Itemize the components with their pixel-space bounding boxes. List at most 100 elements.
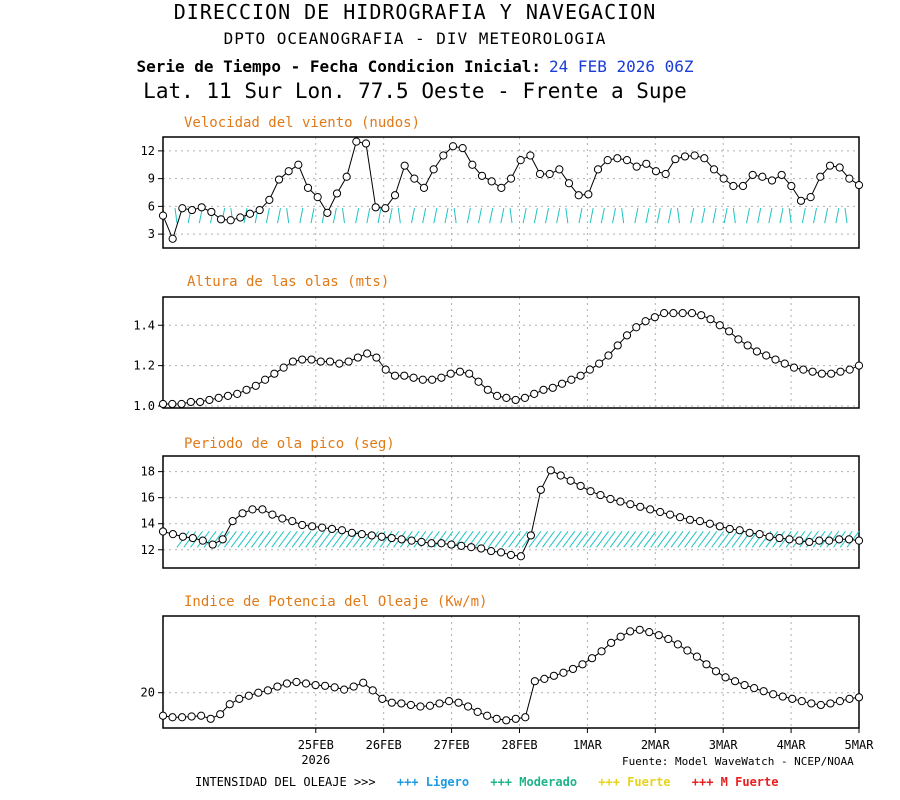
data-point — [557, 379, 567, 388]
data-point — [168, 399, 177, 409]
data-point — [650, 313, 659, 322]
xtick-label: 5MAR — [845, 738, 875, 752]
direction-arrow — [690, 531, 704, 548]
data-point — [263, 686, 272, 695]
data-point — [313, 193, 322, 202]
data-point — [816, 172, 825, 181]
legend-item-moderado: +++ Moderado — [490, 775, 578, 789]
data-point — [158, 711, 168, 720]
data-point — [645, 628, 654, 637]
data-point — [298, 520, 307, 530]
xtick-label: 28FEB — [501, 738, 537, 752]
data-point — [233, 389, 242, 398]
data-point — [651, 167, 661, 176]
data-point — [622, 331, 632, 340]
data-point — [477, 171, 487, 180]
direction-arrow — [174, 208, 178, 224]
xtick-label: 25FEB — [298, 738, 334, 752]
direction-arrow — [251, 531, 264, 548]
data-point — [390, 371, 400, 380]
data-point — [715, 522, 724, 531]
data-point — [218, 535, 227, 544]
data-point — [706, 315, 715, 324]
data-point — [673, 640, 682, 649]
data-point — [521, 713, 530, 722]
series-line — [162, 629, 860, 721]
ytick-label: 12 — [141, 543, 155, 557]
direction-arrow — [478, 208, 482, 224]
direction-arrow — [656, 208, 661, 224]
data-point — [492, 714, 501, 723]
data-point — [410, 174, 419, 183]
data-point — [540, 674, 549, 684]
data-point — [197, 203, 206, 212]
direction-arrow — [667, 208, 672, 224]
ytick-label: 1.0 — [133, 399, 155, 413]
panel-title-wave-power: Indice de Potencia del Oleaje (Kw/m) — [184, 594, 488, 610]
data-point — [279, 363, 288, 372]
data-point — [177, 713, 187, 722]
data-point — [205, 395, 214, 405]
data-point — [595, 359, 604, 368]
data-point — [327, 524, 337, 534]
direction-arrow — [264, 531, 278, 548]
direction-arrow — [311, 531, 325, 548]
data-point — [587, 654, 597, 663]
data-point — [854, 361, 864, 370]
direction-arrow — [474, 531, 488, 548]
direction-arrow — [422, 208, 427, 224]
panel-title-wind: Velocidad del viento (nudos) — [184, 115, 421, 131]
data-point — [447, 540, 456, 549]
direction-arrow — [788, 208, 792, 224]
data-point — [317, 523, 327, 532]
data-point — [377, 532, 386, 541]
data-point — [473, 707, 482, 716]
data-point — [198, 536, 207, 545]
data-point — [636, 502, 645, 511]
data-point — [769, 690, 778, 699]
data-point — [468, 160, 477, 169]
data-point — [242, 385, 251, 394]
data-point — [759, 687, 768, 696]
direction-arrow — [522, 208, 527, 224]
data-point — [467, 543, 476, 552]
direction-arrow — [487, 531, 501, 548]
data-point — [835, 697, 845, 706]
direction-arrow — [589, 208, 594, 224]
data-point — [226, 216, 235, 225]
data-point — [788, 694, 797, 703]
data-point — [359, 678, 368, 687]
data-point — [274, 175, 284, 184]
direction-arrow — [399, 531, 413, 548]
data-point — [748, 170, 757, 180]
data-point — [576, 481, 585, 491]
data-point — [665, 510, 675, 519]
direction-arrow — [533, 208, 538, 224]
ytick-label: 14 — [141, 517, 155, 531]
data-point — [444, 697, 454, 706]
direction-arrow — [397, 208, 401, 224]
data-point — [197, 711, 206, 720]
direction-arrow — [657, 531, 670, 548]
data-point — [178, 204, 187, 213]
direction-arrow — [575, 531, 589, 548]
data-point — [755, 530, 764, 539]
direction-arrow — [724, 531, 738, 548]
direction-arrow — [690, 208, 695, 224]
direction-arrow — [589, 531, 603, 548]
direction-arrow — [663, 531, 677, 548]
ytick-label: 18 — [141, 465, 155, 479]
data-point — [506, 550, 516, 560]
data-point — [325, 357, 335, 366]
data-point — [292, 677, 301, 687]
data-point — [446, 369, 455, 378]
panel-title-wave-height: Altura de las olas (mts) — [187, 274, 390, 290]
direction-arrow — [824, 208, 829, 224]
direction-arrow — [508, 531, 522, 548]
data-point — [158, 399, 168, 409]
data-point — [361, 139, 371, 148]
data-point — [282, 679, 292, 688]
direction-arrow — [444, 208, 449, 224]
data-point — [463, 702, 473, 711]
